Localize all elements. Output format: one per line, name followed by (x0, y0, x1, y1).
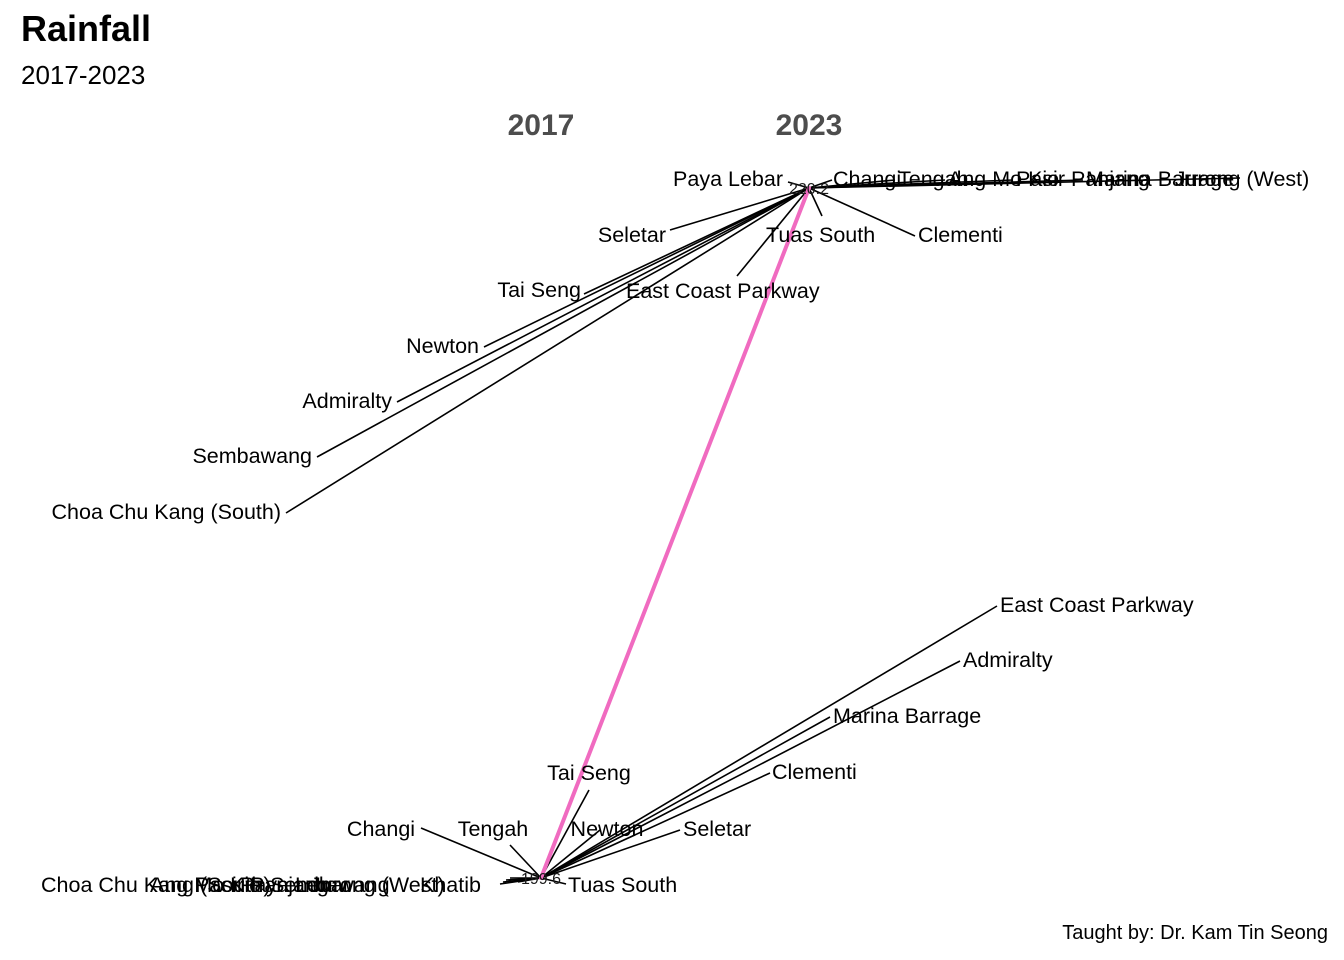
year-label-2023: 2023 (776, 109, 843, 142)
station-label-2017-2: Tengah (458, 817, 529, 841)
station-label-2017-0: Tai Seng (547, 761, 631, 785)
station-label-2017-9: East Coast Parkway (1000, 593, 1194, 617)
station-label-2023-1: Changi (833, 167, 901, 191)
value-label-2023: 220.2 (789, 181, 829, 198)
value-label-2017: 199.6 (521, 871, 561, 888)
caption: Taught by: Dr. Kam Tin Seong (1062, 922, 1328, 944)
leader-2017-5 (540, 877, 567, 885)
leader-2023-1 (808, 179, 833, 189)
station-label-2017-11: Ang Mo Kio (150, 873, 261, 897)
chart-title: Rainfall (21, 8, 152, 49)
slope-lines (539, 186, 811, 880)
leader-2017-3 (540, 829, 601, 879)
leader-2023-14 (316, 187, 810, 458)
leader-2023-8 (808, 187, 823, 217)
station-label-2017-8: Admiralty (963, 648, 1053, 672)
leader-2017-2 (509, 844, 542, 879)
year-labels: 2017 2023 (508, 109, 843, 142)
station-label-2017-6: Clementi (772, 760, 857, 784)
station-label-2023-6: Jurong (West) (1175, 167, 1310, 191)
station-label-2017-13: Jurong (West) (310, 873, 445, 897)
station-label-2017-12: Pasir Panjang (195, 873, 329, 897)
leader-2023-6 (808, 177, 1241, 189)
chart-subtitle: 2017-2023 (21, 60, 146, 90)
leader-2017-7 (540, 716, 831, 879)
leader-2017-16 (521, 877, 542, 881)
station-label-2017-16: Khatib (420, 873, 481, 897)
station-label-2023-11: East Coast Parkway (626, 279, 820, 303)
leader-2017-4 (540, 829, 681, 879)
station-label-2017-1: Changi (347, 817, 415, 841)
leader-2017-9 (540, 605, 998, 879)
leader-2023-0 (787, 181, 810, 189)
station-label-2017-7: Marina Barrage (833, 704, 981, 728)
value-labels: 199.6 220.2 (521, 181, 829, 888)
leader-2023-15 (285, 187, 810, 514)
leader-2017-0 (540, 789, 590, 879)
leader-2017-1 (420, 827, 542, 879)
station-label-2017-15: Paya Lebar (240, 873, 350, 897)
station-label-2023-13: Admiralty (302, 389, 392, 413)
station-label-2023-14: Sembawang (192, 444, 312, 468)
station-label-2023-4: Pasir Panjang (1016, 167, 1150, 191)
station-label-2017-5: Tuas South (568, 873, 677, 897)
station-label-2023-0: Paya Lebar (673, 167, 783, 191)
station-label-2017-4: Seletar (683, 817, 751, 841)
station-label-2023-2: Tengah (898, 167, 969, 191)
leader-2017-6 (540, 772, 771, 879)
station-label-2023-9: Clementi (918, 223, 1003, 247)
station-label-2023-5: Marina Barrage (1086, 167, 1234, 191)
station-label-2023-12: Newton (406, 334, 479, 358)
label-leader-lines (285, 177, 1241, 885)
station-label-2023-8: Tuas South (766, 223, 875, 247)
leader-2023-12 (483, 187, 810, 348)
leader-2023-9 (808, 187, 916, 237)
station-label-2017-10: Choa Chu Kang (South) (41, 873, 270, 897)
leader-2023-13 (396, 187, 810, 403)
slope-line-0 (539, 186, 811, 880)
station-label-2023-10: Tai Seng (497, 278, 581, 302)
year-label-2017: 2017 (508, 109, 575, 142)
station-label-2023-15: Choa Chu Kang (South) (52, 500, 281, 524)
leader-2023-11 (736, 187, 810, 277)
leader-2017-8 (540, 660, 961, 879)
station-label-2017-3: Newton (571, 817, 644, 841)
station-label-2023-7: Seletar (598, 223, 666, 247)
station-label-2023-3: Ang Mo Kio (948, 167, 1059, 191)
leader-2023-7 (669, 187, 810, 231)
station-label-2017-14: Sembawang (270, 873, 390, 897)
